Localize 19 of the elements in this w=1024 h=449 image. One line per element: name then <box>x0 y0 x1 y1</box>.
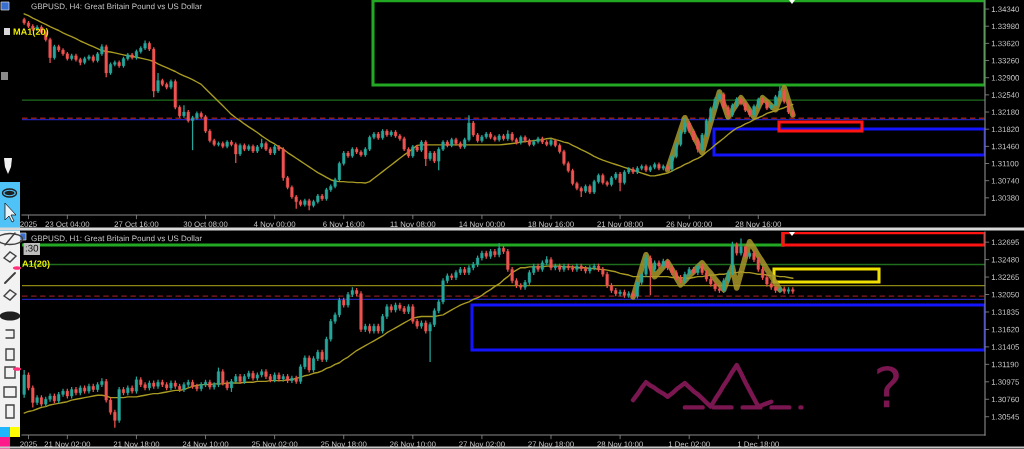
candlestick <box>424 139 428 167</box>
candlestick <box>411 303 415 325</box>
chart-title: GBPUSD, H1: Great Britain Pound vs US Dollar <box>31 235 202 243</box>
annotation: A1(20) <box>22 260 50 269</box>
candlestick <box>22 369 26 399</box>
text: :30 <box>25 244 39 252</box>
candlestick <box>618 171 622 192</box>
candlestick <box>467 114 471 143</box>
candlestick <box>216 366 221 388</box>
candlestick <box>739 237 743 257</box>
annotation: ? <box>877 366 899 408</box>
candlestick <box>778 285 782 294</box>
candlestick <box>493 134 497 143</box>
chart-title: GBPUSD, H4: Great Britain Pound vs US Dollar <box>31 3 202 11</box>
candlestick <box>182 104 186 119</box>
candlestick <box>191 115 195 151</box>
candlestick <box>648 254 652 296</box>
candlestick <box>156 72 160 94</box>
candlestick <box>100 377 104 388</box>
